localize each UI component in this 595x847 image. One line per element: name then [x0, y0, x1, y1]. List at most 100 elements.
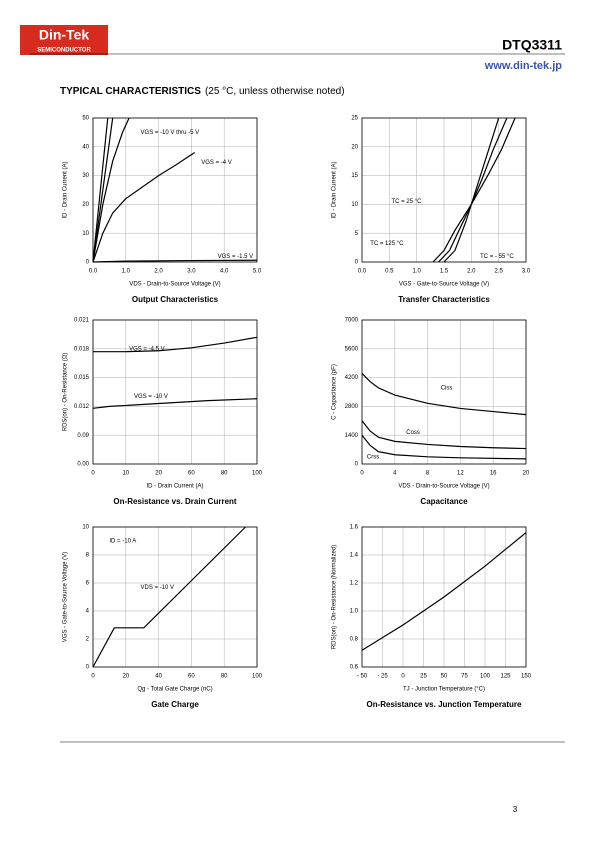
section-title: TYPICAL CHARACTERISTICS (25 °C, unless ot… [60, 86, 345, 97]
plot-frame [92, 526, 258, 668]
y-tick-label: 15 [351, 173, 358, 179]
plot-frame [92, 117, 258, 263]
plot-frame [92, 319, 258, 465]
y-tick-label: 40 [82, 144, 89, 150]
x-axis-label: TJ - Junction Temperature (°C) [403, 687, 485, 693]
x-tick-label: 1.0 [122, 269, 131, 275]
curve [361, 532, 527, 651]
plot-frame [361, 526, 527, 668]
x-tick-label: 0.5 [385, 269, 394, 275]
y-tick-label: 1.2 [350, 581, 359, 587]
curve [432, 117, 516, 263]
x-tick-label: 20 [122, 674, 129, 680]
x-tick-label: 4 [393, 471, 397, 477]
x-tick-label: 0 [401, 674, 405, 680]
page-number: 3 [513, 805, 518, 814]
x-tick-label: 60 [188, 471, 195, 477]
annotation: TC = 25 °C [392, 199, 423, 205]
curve [361, 434, 527, 460]
y-axis-label: RDS(on) - On-Resistance (Normalized) [332, 545, 338, 649]
annotation: TC = 125 °C [370, 241, 404, 247]
x-tick-label: 100 [480, 674, 491, 680]
x-tick-label: 2.0 [467, 269, 476, 275]
x-tick-label: 1.0 [412, 269, 421, 275]
annotation: VGS = -10 V [134, 394, 168, 400]
x-tick-label: 20 [155, 471, 162, 477]
y-tick-label: 1.0 [350, 609, 359, 615]
x-tick-label: - 50 [357, 674, 368, 680]
y-tick-label: 0 [355, 462, 359, 468]
y-tick-label: 0.012 [74, 404, 90, 410]
y-axis-label: ID - Drain Current (A) [332, 161, 338, 218]
part-number: DTQ3311 [502, 37, 562, 53]
x-tick-label: 10 [122, 471, 129, 477]
y-axis-label: C - Capacitance (pF) [332, 364, 338, 420]
chart-title: Gate Charge [151, 700, 199, 709]
x-tick-label: 60 [188, 674, 195, 680]
x-tick-label: 2.5 [494, 269, 503, 275]
curve [438, 117, 508, 263]
y-axis-label: RDS(on) - On-Resistance (Ω) [63, 353, 69, 432]
y-axis-label: VGS - Gate-to-Source Voltage (V) [63, 552, 69, 642]
annotation: Coss [406, 430, 420, 436]
x-tick-label: 0 [91, 674, 95, 680]
curve [92, 526, 246, 668]
curve [93, 336, 258, 353]
y-tick-label: 10 [82, 231, 89, 237]
y-tick-label: 2 [86, 637, 90, 643]
x-axis-label: VDS - Drain-to-Source Voltage (V) [129, 282, 220, 288]
curve [92, 117, 109, 263]
y-tick-label: 0.09 [77, 433, 89, 439]
y-axis-label: ID - Drain Current (A) [63, 161, 69, 218]
y-tick-label: 0.018 [74, 346, 90, 352]
x-tick-label: 80 [221, 674, 228, 680]
chart-title: On-Resistance vs. Junction Temperature [366, 700, 522, 709]
x-tick-label: 75 [461, 674, 468, 680]
x-tick-label: 5.0 [253, 269, 262, 275]
logo-sub: SEMICONDUCTOR [37, 48, 91, 54]
y-tick-label: 0.015 [74, 375, 90, 381]
x-tick-label: 80 [221, 471, 228, 477]
curve [92, 117, 114, 263]
x-tick-label: 0.0 [89, 269, 98, 275]
x-tick-label: - 25 [377, 674, 388, 680]
annotation: TC = - 55 °C [480, 254, 514, 260]
chart-title: Capacitance [420, 497, 468, 506]
x-tick-label: 16 [490, 471, 497, 477]
x-tick-label: 3.0 [187, 269, 196, 275]
chart-title: Transfer Characteristics [398, 295, 490, 304]
y-tick-label: 4 [86, 609, 90, 615]
curve [92, 398, 258, 409]
y-tick-label: 5 [355, 231, 359, 237]
x-tick-label: 100 [252, 674, 263, 680]
curve [92, 259, 258, 263]
annotation: VGS = -4 V [201, 160, 232, 166]
x-tick-label: 0 [360, 471, 364, 477]
x-tick-label: 125 [500, 674, 511, 680]
x-tick-label: 0.0 [358, 269, 367, 275]
y-tick-label: 1400 [345, 433, 359, 439]
x-tick-label: 40 [155, 674, 162, 680]
x-tick-label: 1.5 [440, 269, 449, 275]
chart-title: On-Resistance vs. Drain Current [113, 497, 236, 506]
section-heading: TYPICAL CHARACTERISTICS [60, 86, 201, 97]
y-tick-label: 20 [351, 144, 358, 150]
y-tick-label: 1.6 [350, 525, 359, 531]
y-tick-label: 5600 [345, 346, 359, 352]
annotation: VGS = -1.5 V [218, 254, 254, 260]
plot-frame [361, 319, 527, 465]
annotation: VDS = -10 V [141, 585, 175, 591]
y-tick-label: 0 [86, 665, 90, 671]
x-tick-label: 8 [426, 471, 430, 477]
y-tick-label: 0.021 [74, 318, 90, 324]
y-tick-label: 6 [86, 581, 90, 587]
y-tick-label: 0 [355, 260, 359, 266]
annotation: VGS = -4.5 V [129, 346, 165, 352]
y-tick-label: 2800 [345, 404, 359, 410]
y-tick-label: 30 [82, 173, 89, 179]
y-tick-label: 0.00 [77, 462, 89, 468]
x-axis-label: Qg - Total Gate Charge (nC) [137, 687, 212, 693]
x-axis-label: ID - Drain Current (A) [146, 484, 203, 490]
x-tick-label: 0 [91, 471, 95, 477]
